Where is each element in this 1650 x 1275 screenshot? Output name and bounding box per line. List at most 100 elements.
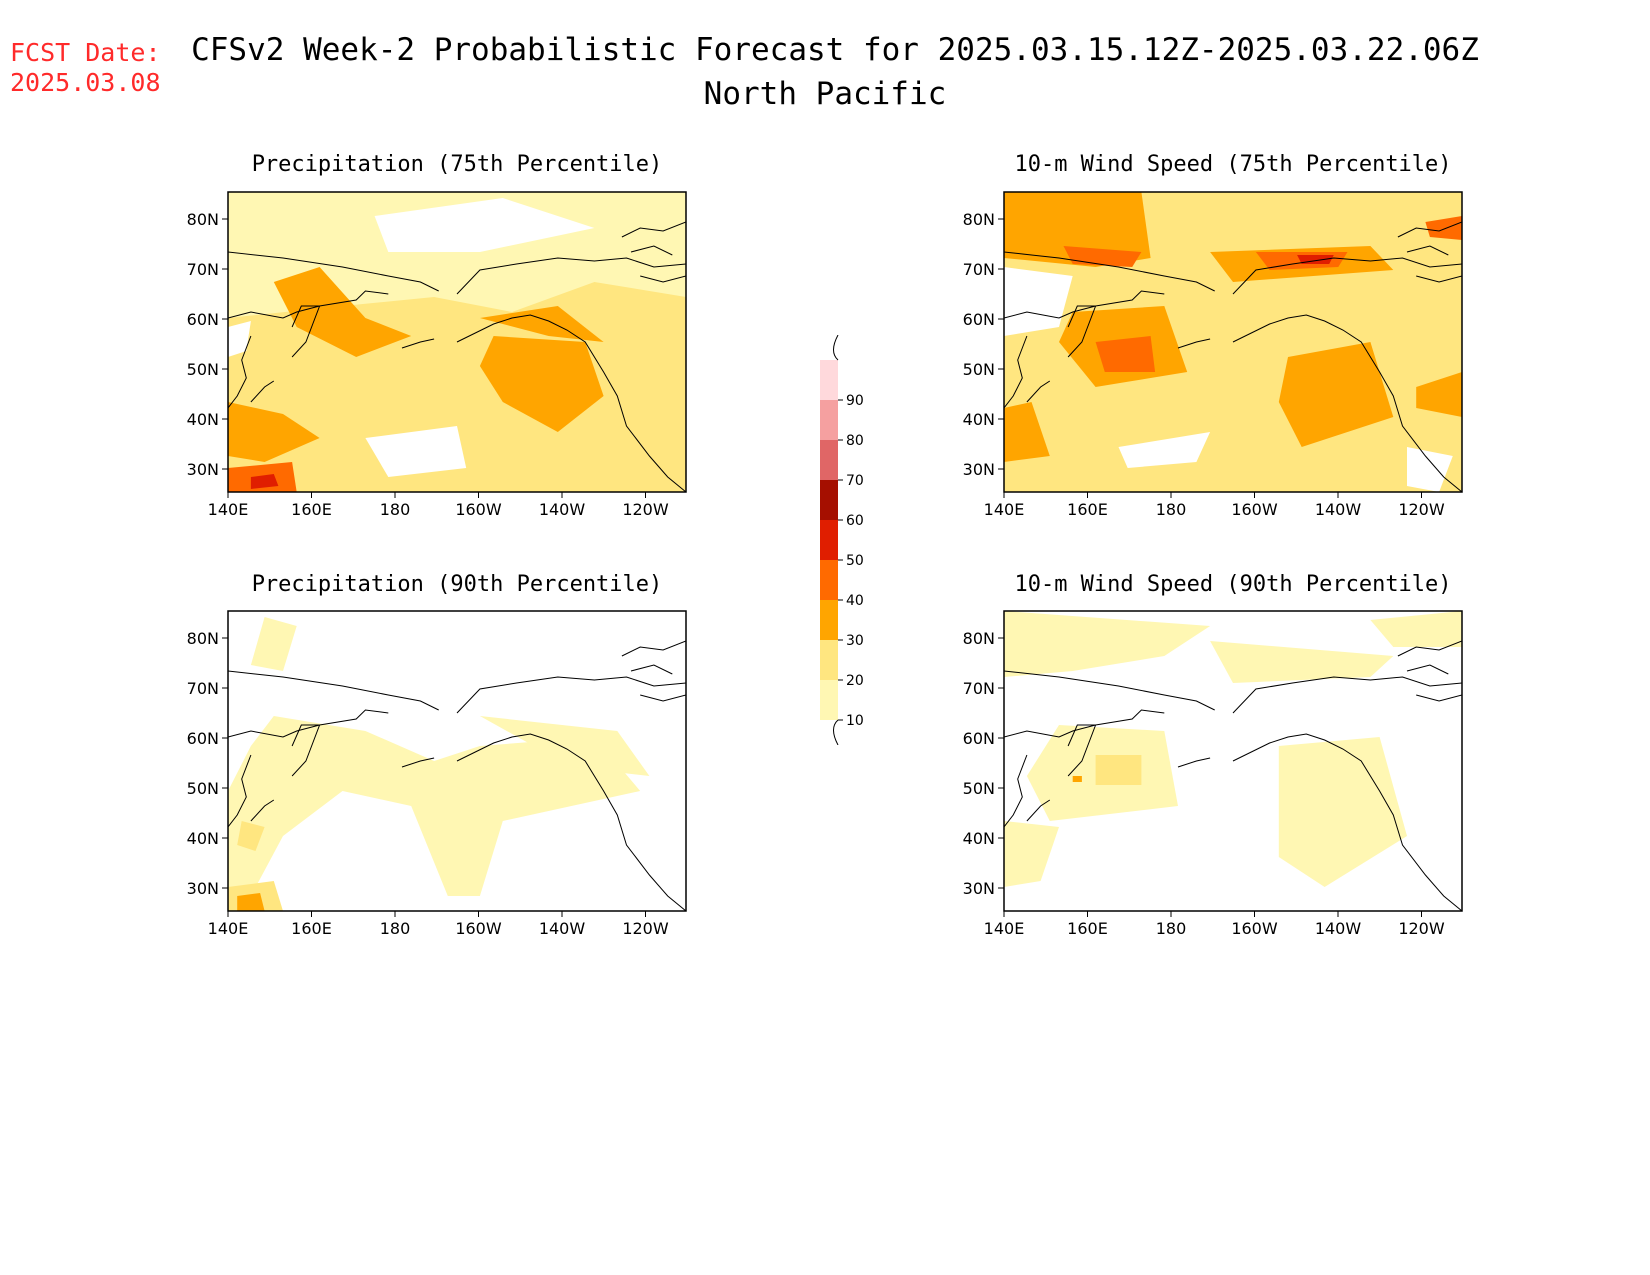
lat-label: 50N [963,779,995,798]
coastline [228,335,252,409]
probability-region [365,426,467,477]
coastline [228,251,439,292]
map-precip-90th: 80N 70N 60N 50N 40N 30N 140E 160E 180 160W 140W 120… [187,610,687,938]
lat-label: 30N [187,460,219,479]
lon-label: 140W [539,919,586,938]
probability-region [250,617,297,671]
coastline [401,338,435,349]
map-frame [227,191,687,493]
lon-label: 140E [208,919,249,938]
colorbar-swatch [820,600,838,640]
forecast-date-block: FCST Date: 2025.03.08 [10,38,161,98]
forecast-date-value: 2025.03.08 [10,68,161,97]
lat-label: 40N [963,410,995,429]
coastline [456,257,686,295]
colorbar-label: 30 [846,633,864,649]
coastline [228,709,389,738]
probability-region [237,893,265,911]
lon-label: 180 [1156,500,1187,519]
lat-label: 70N [963,679,995,698]
panel-title-precip-90: Precipitation (90th Percentile) [251,572,663,597]
lat-label: 80N [963,210,995,229]
coastline [1004,670,1215,711]
coastline [456,676,686,714]
coastline [456,733,686,911]
page-title: CFSv2 Week-2 Probabilistic Forecast for … [191,32,1479,68]
map-shading [1004,611,1462,911]
coastline [401,757,435,768]
map-frame [1003,191,1463,493]
lon-label: 160E [1067,500,1108,519]
probability-region [250,474,279,489]
lon-label: 160E [291,919,332,938]
probability-region [1095,755,1142,785]
lon-label: 120W [1398,500,1445,519]
lon-label: 120W [622,919,669,938]
map-shading [1004,192,1462,492]
colorbar-label: 50 [846,553,864,569]
lon-label: 180 [1156,919,1187,938]
lat-label: 70N [187,260,219,279]
coastline [1232,314,1462,492]
coastline [630,245,673,256]
lon-label: 180 [380,500,411,519]
lon-label: 140E [984,919,1025,938]
lon-label: 160W [455,919,502,938]
probability-region [1425,216,1462,240]
probability-region [479,336,604,432]
map-wind-75th: 80N 70N 60N 50N 40N 30N 140E 160E 180 160W 140W 120… [963,191,1463,519]
lat-label: 30N [963,879,995,898]
coastline [621,221,686,238]
probability-region [228,321,251,357]
probability-region [1004,402,1050,462]
lon-label: 140E [984,500,1025,519]
coastline [1004,754,1028,828]
lat-label: 60N [963,729,995,748]
colorbar-swatch [820,680,838,720]
coastline [291,305,321,358]
colorbar-swatch [820,360,838,400]
colorbar-label: 10 [846,713,864,729]
coastline [1406,245,1449,256]
coastline [640,694,686,702]
lat-label: 60N [187,310,219,329]
lat-label: 80N [187,210,219,229]
coastline [1416,275,1462,283]
map-wind-90th: 80N 70N 60N 50N 40N 30N 140E 160E 180 160W 140W 120… [963,610,1463,938]
colorbar-swatch [820,520,838,560]
region-subtitle: North Pacific [703,76,947,112]
colorbar-label: 80 [846,433,864,449]
probability-region [1416,372,1462,417]
probability-region [1210,641,1394,683]
forecast-date-label: FCST Date: [10,38,161,67]
coastline [630,664,673,675]
lat-label: 70N [187,679,219,698]
coastline [228,670,439,711]
coastline [1067,724,1097,777]
coastline [1026,380,1051,403]
colorbar-label: 70 [846,473,864,489]
coastline [1406,664,1449,675]
probability-region [1004,821,1059,887]
colorbar-bottom-cap [833,719,839,745]
coastline [1232,733,1462,911]
coastline [1232,676,1462,714]
colorbar-label: 40 [846,593,864,609]
probability-colorbar: 10 20 30 40 50 60 70 80 90 [820,335,864,745]
probability-region [1004,611,1211,677]
lon-label: 160W [1231,919,1278,938]
lon-label: 180 [380,919,411,938]
coastline [1004,335,1028,409]
lat-label: 50N [187,779,219,798]
coastline [1416,694,1462,702]
map-frame [1003,610,1463,912]
colorbar-swatch [820,400,838,440]
coastline [291,724,321,777]
coastline [1004,709,1165,738]
lat-label: 30N [187,879,219,898]
coastline [621,640,686,657]
coastline [1026,799,1051,822]
map-shading [228,192,686,492]
colorbar-swatch [820,640,838,680]
lon-label: 140W [1315,500,1362,519]
